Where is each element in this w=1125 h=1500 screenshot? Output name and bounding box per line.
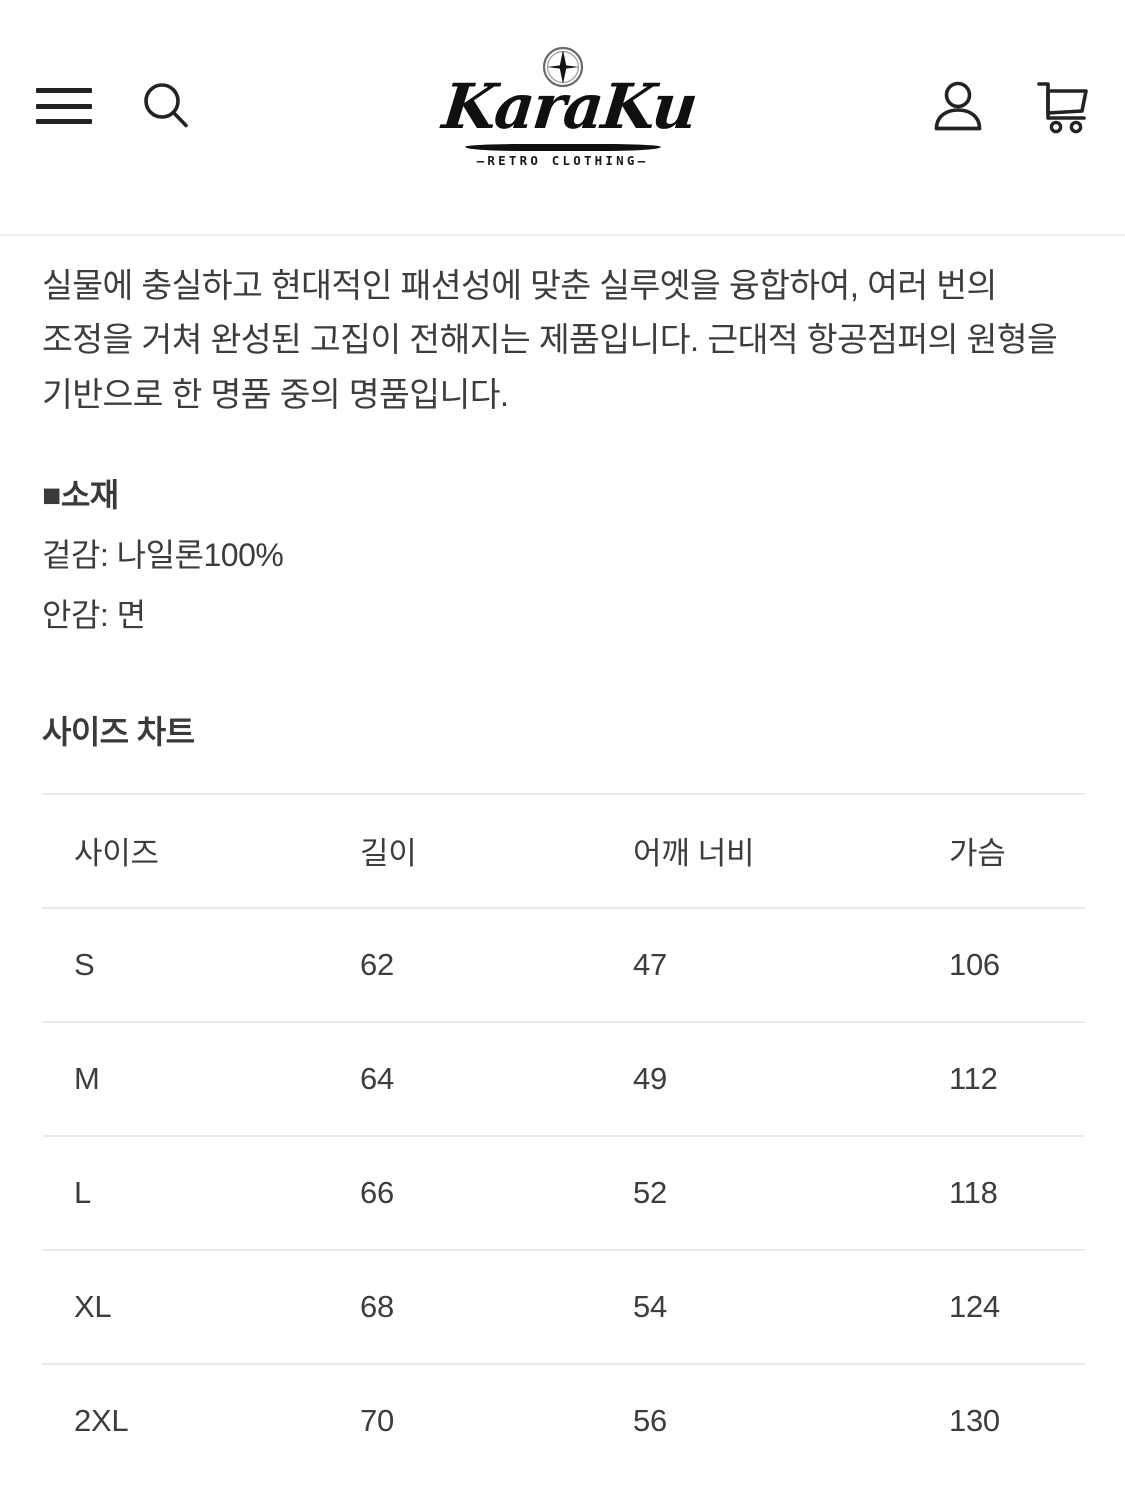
header-right-actions (931, 78, 1091, 134)
logo-brush-underline (464, 144, 661, 151)
size-chart-table: 사이즈 길이 어깨 너비 가슴 S 62 47 106 M 64 49 112 … (42, 792, 1085, 1478)
cell-length: 68 (344, 1248, 617, 1364)
material-heading: ■소재 (42, 476, 119, 513)
site-header: KaraKu —RETRO CLOTHING— (0, 0, 1125, 236)
cell-size: XL (42, 1248, 344, 1364)
cell-size: M (42, 1020, 344, 1136)
cell-chest: 112 (937, 1020, 1085, 1136)
cell-shoulder: 47 (617, 906, 937, 1022)
material-lining-fabric: 안감: 면 (42, 596, 146, 633)
account-person-icon[interactable] (931, 78, 985, 134)
size-chart-title: 사이즈 차트 (42, 713, 195, 750)
site-logo[interactable]: KaraKu —RETRO CLOTHING— (439, 44, 699, 168)
product-description: 실물에 충실하고 현대적인 패션성에 맞춘 실루엣을 융합하여, 여러 번의 조… (42, 268, 1058, 414)
cell-chest: 130 (937, 1362, 1085, 1478)
cell-chest: 118 (937, 1134, 1085, 1250)
column-header-chest: 가슴 (937, 792, 1085, 908)
cell-shoulder: 49 (617, 1020, 937, 1136)
cell-length: 70 (344, 1362, 617, 1478)
table-row: S 62 47 106 (42, 906, 1085, 1022)
hamburger-bar (36, 88, 92, 93)
four-point-star-in-circle-icon (443, 44, 683, 90)
cell-chest: 106 (937, 906, 1085, 1022)
column-header-length: 길이 (344, 792, 617, 908)
logo-tagline: —RETRO CLOTHING— (476, 153, 649, 168)
header-left-actions (36, 78, 194, 134)
cell-size: L (42, 1134, 344, 1250)
cell-size: S (42, 906, 344, 1022)
cell-shoulder: 56 (617, 1362, 937, 1478)
cell-length: 66 (344, 1134, 617, 1250)
cell-shoulder: 52 (617, 1134, 937, 1250)
product-detail-content: 실물에 충실하고 현대적인 패션성에 맞춘 실루엣을 융합하여, 여러 번의 조… (0, 236, 1125, 1478)
table-header-row: 사이즈 길이 어깨 너비 가슴 (42, 792, 1085, 908)
size-chart-body: S 62 47 106 M 64 49 112 L 66 52 118 XL 6… (42, 906, 1085, 1478)
cell-size: 2XL (42, 1362, 344, 1478)
logo-wordmark: KaraKu (438, 70, 699, 143)
hamburger-menu-icon[interactable] (36, 84, 92, 128)
column-header-shoulder: 어깨 너비 (617, 792, 937, 908)
cell-chest: 124 (937, 1248, 1085, 1364)
shopping-cart-icon[interactable] (1035, 78, 1091, 134)
hamburger-bar (36, 119, 92, 124)
cell-shoulder: 54 (617, 1248, 937, 1364)
cell-length: 62 (344, 906, 617, 1022)
search-icon[interactable] (138, 78, 194, 134)
column-header-size: 사이즈 (42, 792, 344, 908)
material-outer-fabric: 겉감: 나일론100% (42, 537, 284, 574)
hamburger-bar (36, 103, 92, 109)
cell-length: 64 (344, 1020, 617, 1136)
table-row: XL 68 54 124 (42, 1248, 1085, 1364)
table-row: 2XL 70 56 130 (42, 1362, 1085, 1478)
size-chart-header: 사이즈 길이 어깨 너비 가슴 (42, 792, 1085, 908)
table-row: L 66 52 118 (42, 1134, 1085, 1250)
table-row: M 64 49 112 (42, 1020, 1085, 1136)
